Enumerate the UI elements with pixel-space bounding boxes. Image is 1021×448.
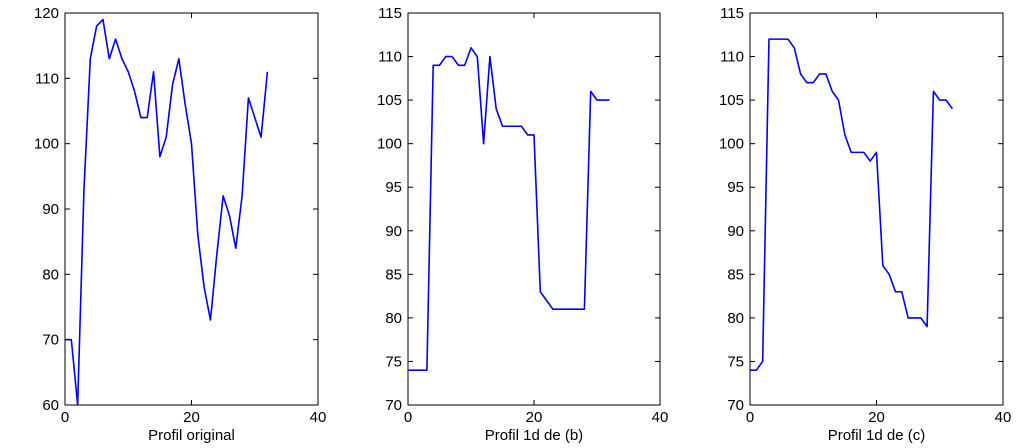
- y-tick-label: 80: [385, 310, 402, 327]
- axes-frame: [749, 12, 1004, 406]
- x-tick-label: 40: [310, 409, 327, 426]
- chart-panel-3: 70 75 80 85 90 95 100 105 110 115 0 20 40 Profil 1d d…: [719, 5, 1011, 444]
- y-tick-label: 85: [727, 266, 744, 283]
- series-line: [65, 18, 269, 406]
- y-tick-label: 70: [727, 397, 744, 414]
- series-line: [750, 38, 954, 371]
- y-tick-label: 95: [385, 179, 402, 196]
- chart-panel-2: 70 75 80 85 90 95 100 105 110 115 0 20 40 Profil 1d d…: [377, 5, 668, 444]
- y-tick-label: 105: [719, 92, 744, 109]
- x-axis-label: Profil 1d de (c): [828, 427, 926, 444]
- x-tick-label: 40: [995, 409, 1012, 426]
- x-tick-label: 20: [526, 409, 543, 426]
- y-tick-label: 110: [35, 70, 59, 87]
- series-line: [408, 47, 610, 371]
- x-tick-label: 0: [61, 409, 69, 426]
- x-tick-label: 20: [183, 409, 200, 426]
- y-tick-label: 100: [377, 136, 402, 153]
- y-tick-label: 90: [727, 223, 744, 240]
- x-tick-label: 40: [652, 409, 669, 426]
- y-tick-label: 90: [385, 223, 402, 240]
- y-tick-label: 85: [385, 266, 402, 283]
- y-tick-label: 95: [727, 179, 744, 196]
- y-tick-label: 115: [378, 5, 402, 22]
- y-tick-label: 90: [42, 201, 59, 218]
- axes-frame: [64, 12, 319, 406]
- y-tick-label: 70: [385, 397, 402, 414]
- y-tick-label: 75: [385, 353, 402, 370]
- y-tick-label: 115: [720, 5, 744, 22]
- x-axis-label: Profil original: [148, 427, 235, 444]
- y-tick-label: 120: [34, 5, 59, 22]
- axes-frame: [407, 12, 661, 406]
- y-tick-label: 70: [42, 332, 59, 349]
- y-tick-label: 80: [727, 310, 744, 327]
- y-tick-label: 100: [34, 136, 59, 153]
- x-tick-label: 0: [746, 409, 754, 426]
- chart-panel-1: 60 70 80 90 100 110 120 0 20 40 Profil original: [34, 5, 326, 444]
- y-tick-label: 80: [42, 266, 59, 283]
- y-tick-label: 60: [42, 397, 59, 414]
- x-axis-label: Profil 1d de (b): [485, 427, 583, 444]
- x-tick-label: 20: [868, 409, 885, 426]
- y-tick-label: 110: [720, 49, 744, 66]
- y-tick-label: 75: [727, 353, 744, 370]
- y-tick-label: 110: [378, 49, 402, 66]
- x-tick-label: 0: [404, 409, 412, 426]
- y-tick-label: 105: [377, 92, 402, 109]
- y-tick-label: 100: [719, 136, 744, 153]
